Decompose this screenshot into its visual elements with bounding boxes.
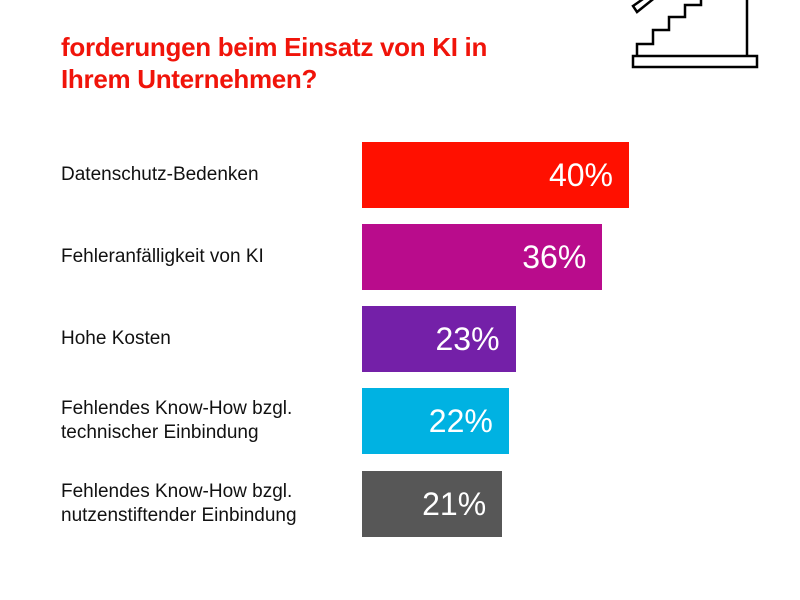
value-label: 22% xyxy=(428,403,493,439)
chart-title: forderungen beim Einsatz von KI in Ihrem… xyxy=(61,0,487,95)
category-label-line: Fehlendes Know-How bzgl. xyxy=(61,481,293,502)
category-label-line: Fehlendes Know-How bzgl. xyxy=(61,398,293,419)
category-label: Fehlendes Know-How bzgl. nutzenstiftender… xyxy=(61,480,297,528)
value-label: 23% xyxy=(435,321,500,357)
category-label-line: technischer Einbindung xyxy=(61,422,259,443)
category-label: Fehleranfälligkeit von KI xyxy=(61,245,264,269)
value-label: 21% xyxy=(422,486,487,522)
bar: 40% xyxy=(362,142,629,208)
bar: 22% xyxy=(362,388,509,454)
bar: 21% xyxy=(362,471,503,537)
category-label-line: Datenschutz-Bedenken xyxy=(61,164,259,185)
title-line: Ihrem Unternehmen? xyxy=(61,64,318,94)
title-line: forderungen beim Einsatz von KI in xyxy=(61,32,488,62)
category-label: Fehlendes Know-How bzgl. technischer Einb… xyxy=(61,397,292,445)
category-label: Hohe Kosten xyxy=(61,327,171,351)
category-label-line: nutzenstiftender Einbindung xyxy=(61,505,297,526)
bar: 23% xyxy=(362,306,516,372)
category-label-line: Hohe Kosten xyxy=(61,328,171,349)
category-label: Datenschutz-Bedenken xyxy=(61,163,259,187)
category-label-line: Fehleranfälligkeit von KI xyxy=(61,246,264,267)
stairs-icon xyxy=(631,0,759,69)
value-label: 36% xyxy=(522,239,587,275)
bar: 36% xyxy=(362,224,603,290)
value-label: 40% xyxy=(548,157,613,193)
